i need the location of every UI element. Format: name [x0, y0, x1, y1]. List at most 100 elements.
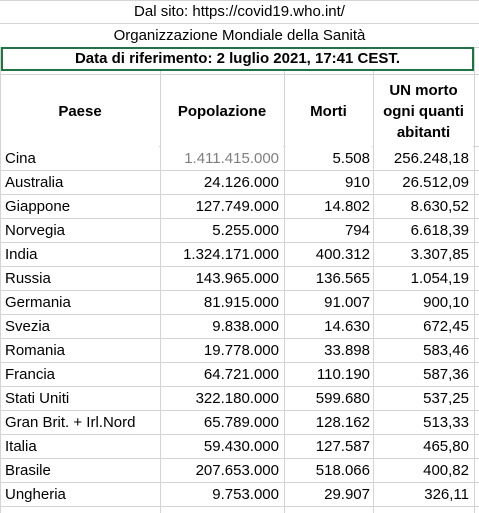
ratio-cell[interactable]: 400,82: [423, 462, 469, 479]
gridline: [0, 23, 479, 24]
country-cell[interactable]: Romania: [5, 342, 66, 359]
deaths-cell[interactable]: 599.680: [315, 390, 370, 407]
gridline: [160, 0, 161, 513]
column-header-population-label: Popolazione: [177, 102, 267, 120]
column-header-country[interactable]: Paese: [1, 75, 159, 147]
organization-text: Organizzazione Mondiale della Sanità: [113, 27, 366, 44]
gridline: [0, 410, 479, 411]
population-cell[interactable]: 19.778.000: [203, 342, 279, 359]
ratio-cell[interactable]: 26.512,09: [402, 174, 469, 191]
column-header-country-label: Paese: [58, 102, 102, 120]
gridline: [0, 434, 479, 435]
ratio-cell[interactable]: 3.307,85: [410, 246, 469, 263]
country-cell[interactable]: Australia: [5, 174, 64, 191]
country-cell[interactable]: Cina: [5, 150, 36, 167]
country-cell[interactable]: Italia: [5, 438, 37, 455]
population-cell[interactable]: 65.789.000: [203, 414, 279, 431]
deaths-cell[interactable]: 400.312: [315, 246, 370, 263]
gridline: [0, 458, 479, 459]
ratio-cell[interactable]: 537,25: [423, 390, 469, 407]
population-cell[interactable]: 9.838.000: [212, 318, 279, 335]
country-cell[interactable]: Germania: [5, 294, 71, 311]
ratio-cell[interactable]: 583,46: [423, 342, 469, 359]
ratio-cell[interactable]: 256.248,18: [393, 150, 469, 167]
ratio-cell[interactable]: 1.054,19: [410, 270, 469, 287]
gridline: [0, 290, 479, 291]
gridline: [0, 0, 479, 1]
ratio-cell[interactable]: 587,36: [423, 366, 469, 383]
ratio-cell[interactable]: 672,45: [423, 318, 469, 335]
gridline: [0, 170, 479, 171]
country-cell[interactable]: Ungheria: [5, 486, 66, 503]
source-text: Dal sito: https://covid19.who.int/: [134, 3, 345, 20]
ratio-cell[interactable]: 465,80: [423, 438, 469, 455]
country-cell[interactable]: Brasile: [5, 462, 51, 479]
column-header-ratio-line3: abitanti: [396, 123, 451, 141]
reference-date-text: Data di riferimento: 2 luglio 2021, 17:4…: [74, 50, 401, 67]
gridline: [0, 242, 479, 243]
deaths-cell[interactable]: 910: [344, 174, 370, 191]
column-header-population[interactable]: Popolazione: [161, 75, 283, 147]
deaths-cell[interactable]: 136.565: [315, 270, 370, 287]
deaths-cell[interactable]: 518.066: [315, 462, 370, 479]
ratio-cell[interactable]: 513,33: [423, 414, 469, 431]
column-header-deaths-label: Morti: [310, 102, 347, 120]
country-cell[interactable]: Gran Brit. + Irl.Nord: [5, 414, 136, 431]
population-cell[interactable]: 322.180.000: [195, 390, 279, 407]
deaths-cell[interactable]: 110.190: [316, 366, 370, 383]
country-cell[interactable]: Russia: [5, 270, 51, 287]
country-cell[interactable]: Svezia: [5, 318, 51, 335]
gridline: [0, 386, 479, 387]
population-cell[interactable]: 1.411.415.000: [184, 150, 279, 167]
gridline: [0, 482, 479, 483]
gridline: [373, 0, 374, 513]
country-cell[interactable]: Norvegia: [5, 222, 66, 239]
ratio-cell[interactable]: 326,11: [424, 486, 469, 503]
gridline: [0, 218, 479, 219]
gridline: [0, 362, 479, 363]
source-cell[interactable]: Dal sito: https://covid19.who.int/: [0, 1, 479, 23]
gridline: [0, 194, 479, 195]
ratio-cell[interactable]: 6.618,39: [410, 222, 469, 239]
country-cell[interactable]: Giappone: [5, 198, 71, 215]
gridline: [0, 266, 479, 267]
deaths-cell[interactable]: 33.898: [324, 342, 370, 359]
population-cell[interactable]: 5.255.000: [212, 222, 279, 239]
gridline: [0, 338, 479, 339]
deaths-cell[interactable]: 128.162: [315, 414, 370, 431]
deaths-cell[interactable]: 127.587: [315, 438, 370, 455]
reference-date-cell[interactable]: Data di riferimento: 2 luglio 2021, 17:4…: [1, 47, 474, 71]
deaths-cell[interactable]: 5.508: [332, 150, 370, 167]
ratio-cell[interactable]: 8.630,52: [410, 198, 469, 215]
column-header-ratio[interactable]: UN morto ogni quanti abitanti: [374, 75, 473, 147]
deaths-cell[interactable]: 29.907: [324, 486, 370, 503]
population-cell[interactable]: 64.721.000: [203, 366, 279, 383]
organization-cell[interactable]: Organizzazione Mondiale della Sanità: [0, 24, 479, 47]
deaths-cell[interactable]: 794: [344, 222, 370, 239]
gridline: [0, 0, 1, 513]
column-header-ratio-line1: UN morto: [389, 81, 458, 99]
column-header-deaths[interactable]: Morti: [285, 75, 372, 147]
population-cell[interactable]: 143.965.000: [195, 270, 279, 287]
population-cell[interactable]: 59.430.000: [203, 438, 279, 455]
population-cell[interactable]: 1.324.171.000: [183, 246, 279, 263]
country-cell[interactable]: Francia: [5, 366, 56, 383]
population-cell[interactable]: 207.653.000: [195, 462, 279, 479]
deaths-cell[interactable]: 14.802: [324, 198, 370, 215]
ratio-cell[interactable]: 900,10: [423, 294, 469, 311]
gridline: [0, 506, 479, 507]
country-cell[interactable]: India: [5, 246, 38, 263]
deaths-cell[interactable]: 91.007: [324, 294, 370, 311]
country-cell[interactable]: Stati Uniti: [5, 390, 70, 407]
population-cell[interactable]: 81.915.000: [203, 294, 279, 311]
deaths-cell[interactable]: 14.630: [324, 318, 370, 335]
gridline: [284, 0, 285, 513]
population-cell[interactable]: 24.126.000: [203, 174, 279, 191]
population-cell[interactable]: 9.753.000: [212, 486, 279, 503]
gridline: [474, 0, 475, 513]
gridline: [0, 74, 479, 75]
column-header-ratio-line2: ogni quanti: [383, 102, 464, 120]
gridline: [0, 314, 479, 315]
population-cell[interactable]: 127.749.000: [195, 198, 279, 215]
